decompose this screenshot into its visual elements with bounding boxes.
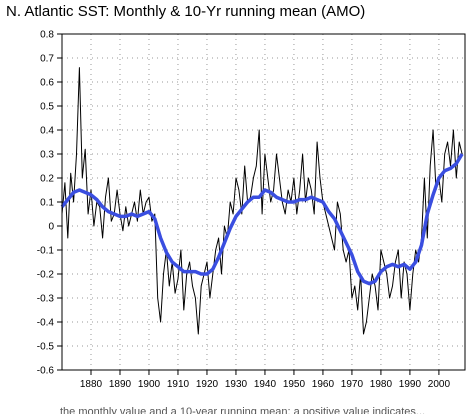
x-tick-label: 1920 (196, 379, 219, 390)
chart-title: N. Atlantic SST: Monthly & 10-Yr running… (6, 3, 365, 20)
y-axis: -0.6 -0.5 -0.4 -0.3 -0.2 -0.1 0 0.1 0.2 0.3 0.4 0.5… (37, 30, 62, 377)
grid (62, 34, 465, 370)
x-tick-label: 1900 (138, 379, 161, 390)
y-tick-label: -0.1 (37, 246, 55, 257)
y-tick-label: 0.5 (40, 102, 54, 113)
x-tick-label: 1890 (109, 379, 132, 390)
y-tick-label: -0.5 (37, 342, 55, 353)
x-tick-label: 1960 (312, 379, 335, 390)
series-layer (60, 67, 464, 335)
monthly-series-line (61, 67, 463, 335)
running-mean-series-line (60, 153, 464, 286)
y-tick-label: -0.2 (37, 270, 55, 281)
y-tick-label: -0.4 (37, 318, 55, 329)
x-tick-label: 1980 (370, 379, 393, 390)
y-tick-label: 0.2 (40, 174, 54, 185)
y-tick-label: 0.6 (40, 78, 54, 89)
y-tick-label: -0.6 (37, 366, 55, 377)
x-tick-label: 1930 (225, 379, 248, 390)
figure-caption-text: the monthly value and a 10-year running … (60, 406, 426, 414)
figure-caption: the monthly value and a 10-year running … (0, 402, 474, 414)
x-tick-label: 1990 (399, 379, 422, 390)
y-tick-label: 0.3 (40, 150, 54, 161)
x-tick-label: 1950 (283, 379, 306, 390)
x-tick-label: 1880 (80, 379, 103, 390)
y-tick-label: 0.1 (40, 198, 54, 209)
x-tick-label: 1940 (254, 379, 277, 390)
x-axis: 1880 1890 1900 1910 1920 1930 1940 1950 1960 1970… (80, 370, 451, 390)
y-tick-label: 0.8 (40, 30, 54, 41)
y-tick-label: 0.4 (40, 126, 54, 137)
y-tick-label: -0.3 (37, 294, 55, 305)
x-tick-label: 1910 (167, 379, 190, 390)
y-tick-label: 0 (48, 222, 54, 233)
x-tick-label: 1970 (341, 379, 364, 390)
x-tick-label: 2000 (428, 379, 451, 390)
y-tick-label: 0.7 (40, 54, 54, 65)
